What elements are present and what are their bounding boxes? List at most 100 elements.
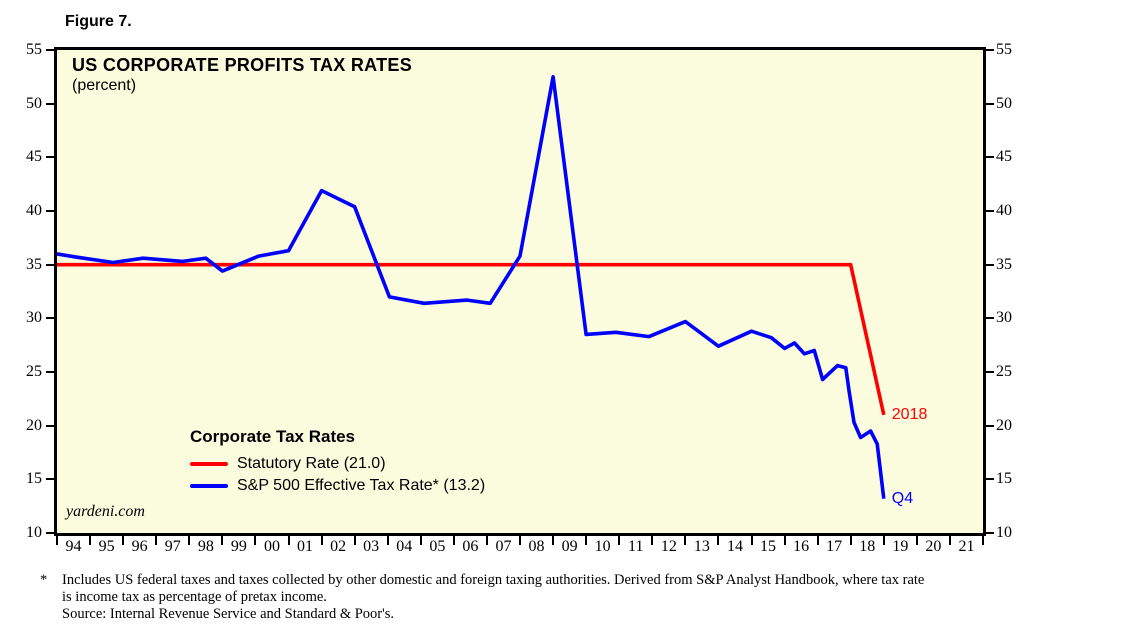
x-axis-tick	[353, 536, 356, 545]
y-axis-tick-left	[46, 532, 54, 534]
annotation-2018: 2018	[891, 405, 928, 423]
x-axis-label: 04	[396, 538, 413, 555]
legend-label-statutory: Statutory Rate (21.0)	[237, 455, 386, 472]
x-axis-tick	[122, 536, 125, 545]
y-axis-label-right: 20	[996, 416, 1012, 434]
x-axis-tick	[684, 536, 687, 545]
x-axis-tick	[221, 536, 224, 545]
x-axis-tick	[287, 536, 290, 545]
x-axis-label: 97	[164, 538, 181, 555]
y-axis-tick-right	[986, 424, 994, 427]
footnote-line-3: Source: Internal Revenue Service and Sta…	[62, 606, 394, 622]
x-axis-tick	[89, 536, 92, 545]
x-axis-tick	[717, 536, 720, 545]
y-axis-label-left: 35	[26, 255, 42, 273]
x-axis-label: 20	[925, 538, 942, 555]
y-axis-tick-right	[986, 102, 994, 105]
x-axis-label: 15	[760, 538, 777, 555]
y-axis-label-right: 15	[996, 470, 1012, 488]
y-axis-label-right: 45	[996, 148, 1012, 166]
chart-canvas	[57, 74, 886, 499]
x-axis-label: 02	[330, 538, 347, 555]
x-axis-tick	[585, 536, 588, 545]
y-axis-label-left: 45	[26, 148, 42, 166]
effective-tax-rate-line	[57, 74, 886, 499]
legend: Corporate Tax Rates Statutory Rate (21.0…	[190, 427, 485, 497]
x-axis-label: 05	[429, 538, 446, 555]
x-axis-tick	[882, 536, 885, 545]
y-axis-label-right: 40	[996, 202, 1012, 219]
y-axis-tick-left	[46, 263, 54, 266]
legend-entry-effective: S&P 500 Effective Tax Rate* (13.2)	[190, 475, 485, 497]
y-axis-label-right: 10	[996, 524, 1012, 541]
x-axis-tick	[750, 536, 753, 545]
y-axis-tick-right	[986, 371, 994, 373]
x-axis-label: 08	[528, 538, 545, 555]
y-axis-label-right: 35	[996, 255, 1012, 273]
x-axis-label: 21	[958, 538, 975, 555]
x-axis-tick	[816, 536, 819, 545]
x-axis-label: 14	[726, 538, 743, 555]
y-axis-tick-left	[46, 156, 54, 159]
x-axis-tick	[783, 536, 786, 545]
x-axis-label: 11	[628, 538, 644, 555]
y-axis-tick-left	[46, 478, 54, 481]
x-axis-tick	[56, 536, 58, 545]
y-axis-label-right: 30	[996, 309, 1012, 327]
legend-entry-statutory: Statutory Rate (21.0)	[190, 453, 485, 475]
figure-label: Figure 7.	[65, 13, 132, 30]
x-axis-tick	[155, 536, 158, 545]
statutory-line-swatch-icon	[190, 462, 228, 466]
y-axis-tick-right	[986, 263, 994, 266]
y-axis-tick-left	[46, 102, 54, 105]
y-axis-tick-left	[46, 49, 54, 51]
y-axis-label-left: 15	[26, 470, 42, 488]
x-axis-tick	[519, 536, 521, 545]
x-axis-label: 95	[98, 538, 115, 555]
y-axis-tick-left	[46, 317, 54, 320]
y-axis-label-left: 40	[26, 202, 42, 219]
x-axis-label: 16	[793, 538, 810, 555]
x-axis-tick	[948, 536, 951, 545]
y-axis-tick-right	[986, 317, 994, 320]
footnote-asterisk: *	[40, 572, 48, 588]
y-axis-tick-right	[986, 478, 994, 481]
x-axis-tick	[915, 536, 918, 545]
y-axis-label-left: 30	[26, 309, 42, 327]
y-axis-label-right: 25	[996, 363, 1012, 380]
x-axis-tick	[849, 536, 852, 545]
x-axis-tick	[386, 536, 389, 545]
y-axis-tick-left	[46, 210, 54, 212]
x-axis-tick	[982, 536, 984, 545]
y-axis-tick-right	[986, 156, 994, 159]
footnote-line-2: is income tax as percentage of pretax in…	[62, 589, 327, 605]
annotation-q4: Q4	[891, 489, 914, 507]
y-axis-tick-right	[986, 210, 994, 212]
statutory-rate-line	[57, 262, 886, 416]
x-axis-tick	[618, 536, 621, 545]
x-axis-tick	[320, 536, 323, 545]
footnote: * Includes US federal taxes and taxes co…	[40, 572, 1110, 623]
x-axis-label: 12	[660, 538, 677, 555]
y-axis-label-left: 50	[26, 94, 42, 112]
x-axis-tick	[188, 536, 191, 545]
x-axis-tick	[419, 536, 422, 545]
x-axis-label: 18	[859, 538, 876, 555]
x-axis-tick	[651, 536, 654, 545]
x-axis-label: 03	[363, 538, 380, 555]
legend-label-effective: S&P 500 Effective Tax Rate* (13.2)	[237, 477, 486, 494]
y-axis-tick-left	[46, 424, 54, 427]
x-axis-label: 94	[65, 538, 82, 555]
x-axis-tick	[552, 536, 555, 545]
x-axis-label: 09	[561, 538, 578, 555]
x-axis-label: 19	[892, 538, 909, 555]
x-axis-label: 07	[495, 538, 512, 555]
y-axis-tick-right	[986, 532, 994, 534]
y-axis-label-left: 55	[26, 41, 42, 58]
x-axis-label: 13	[693, 538, 710, 555]
x-axis-label: 99	[230, 538, 247, 555]
x-axis-label: 00	[263, 538, 280, 555]
y-axis-tick-right	[986, 49, 994, 51]
footnote-line-1: Includes US federal taxes and taxes coll…	[62, 572, 925, 588]
x-axis-label: 06	[462, 538, 479, 555]
